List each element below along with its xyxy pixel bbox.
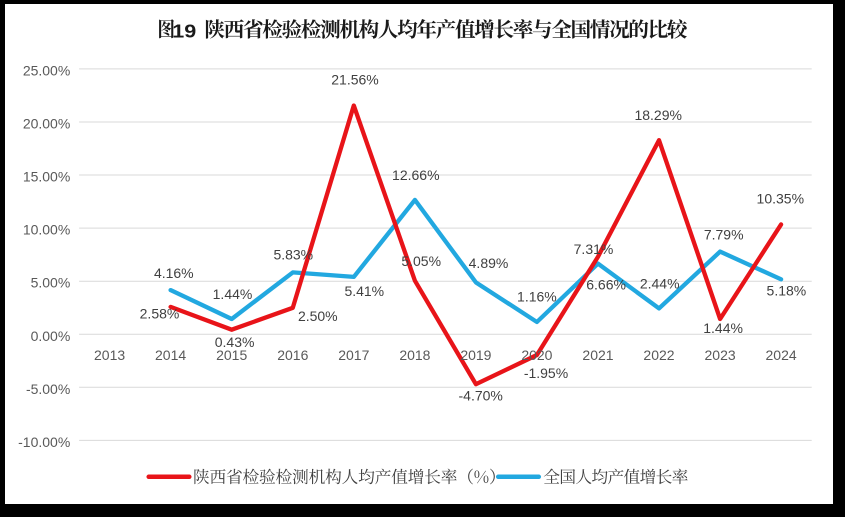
svg-text:2.44%: 2.44% — [640, 276, 680, 292]
svg-text:2017: 2017 — [338, 347, 369, 363]
svg-text:1.44%: 1.44% — [213, 286, 253, 302]
svg-text:2.50%: 2.50% — [298, 308, 338, 324]
svg-text:2021: 2021 — [582, 347, 613, 363]
svg-text:-4.70%: -4.70% — [459, 388, 503, 404]
svg-text:0.43%: 0.43% — [215, 334, 255, 350]
svg-text:5.00%: 5.00% — [31, 275, 71, 291]
svg-text:2.58%: 2.58% — [140, 306, 180, 322]
svg-text:-10.00%: -10.00% — [18, 434, 70, 450]
svg-text:-5.00%: -5.00% — [26, 381, 70, 397]
svg-text:5.41%: 5.41% — [344, 283, 384, 299]
svg-text:10.00%: 10.00% — [23, 222, 70, 238]
svg-text:1.44%: 1.44% — [703, 320, 743, 336]
svg-text:5.18%: 5.18% — [767, 283, 807, 299]
svg-text:4.89%: 4.89% — [469, 255, 509, 271]
svg-text:5.05%: 5.05% — [401, 253, 441, 269]
svg-text:2022: 2022 — [643, 347, 674, 363]
svg-text:2014: 2014 — [155, 347, 186, 363]
svg-text:2019: 2019 — [460, 347, 491, 363]
svg-text:18.29%: 18.29% — [634, 107, 681, 123]
svg-text:2023: 2023 — [705, 347, 736, 363]
svg-text:-1.95%: -1.95% — [524, 365, 568, 381]
svg-text:2020: 2020 — [521, 347, 552, 363]
svg-text:2018: 2018 — [399, 347, 430, 363]
svg-text:4.16%: 4.16% — [154, 265, 194, 281]
svg-text:6.66%: 6.66% — [586, 276, 626, 292]
svg-text:21.56%: 21.56% — [331, 71, 378, 87]
svg-text:2016: 2016 — [277, 347, 308, 363]
svg-text:25.00%: 25.00% — [23, 62, 70, 78]
svg-text:1.16%: 1.16% — [517, 289, 557, 305]
svg-text:20.00%: 20.00% — [23, 116, 70, 132]
svg-text:7.79%: 7.79% — [704, 226, 744, 242]
svg-text:2013: 2013 — [94, 347, 125, 363]
svg-text:10.35%: 10.35% — [757, 191, 804, 207]
svg-text:19: 19 — [172, 21, 196, 41]
svg-text:7.31%: 7.31% — [574, 241, 614, 257]
svg-text:5.83%: 5.83% — [273, 247, 313, 263]
svg-text:12.66%: 12.66% — [392, 167, 439, 183]
svg-text:2024: 2024 — [766, 347, 797, 363]
svg-text:0.00%: 0.00% — [31, 328, 71, 344]
svg-text:2015: 2015 — [216, 347, 247, 363]
svg-text:15.00%: 15.00% — [23, 169, 70, 185]
